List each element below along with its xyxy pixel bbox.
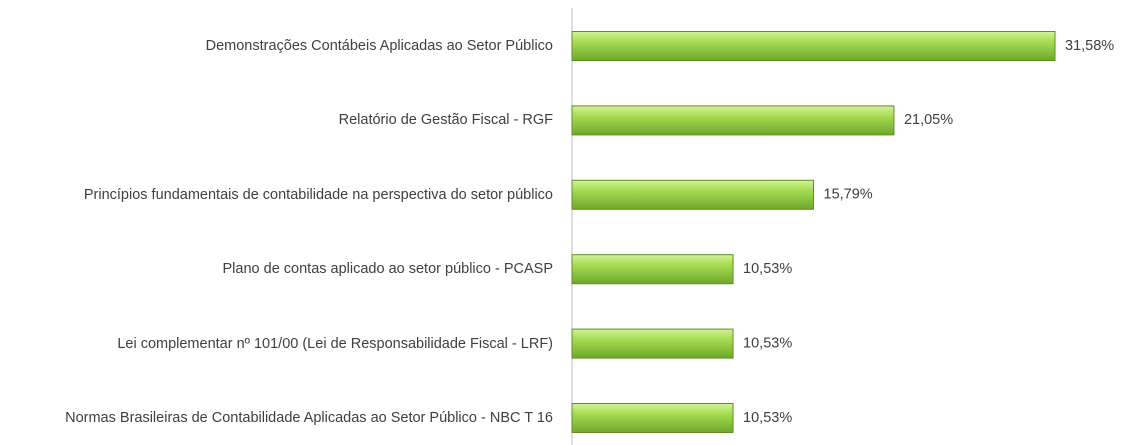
value-label: 10,53% [743,335,792,351]
bar [571,31,1056,61]
bar [571,254,734,285]
category-label: Plano de contas aplicado ao setor públic… [0,239,553,299]
value-label: 31,58% [1065,38,1114,54]
bar [571,179,814,210]
category-text: Lei complementar nº 101/00 (Lei de Respo… [117,335,553,352]
category-text: Plano de contas aplicado ao setor públic… [222,261,553,278]
category-text: Demonstrações Contábeis Aplicadas ao Set… [205,38,553,54]
category-text: Relatório de Gestão Fiscal - RGF [338,112,553,129]
value-label: 10,53% [743,410,792,426]
category-label: Lei complementar nº 101/00 (Lei de Respo… [0,314,553,374]
bar [571,328,734,359]
category-label: Normas Brasileiras de Contabilidade Apli… [0,388,553,445]
category-label: Princípios fundamentais de contabilidade… [0,165,553,225]
category-label: Demonstrações Contábeis Aplicadas ao Set… [0,16,553,76]
value-label: 21,05% [904,112,953,128]
category-label: Relatório de Gestão Fiscal - RGF [0,90,553,150]
value-label: 10,53% [743,261,792,277]
category-text: Normas Brasileiras de Contabilidade Apli… [65,410,553,426]
value-label: 15,79% [824,187,873,203]
category-text: Princípios fundamentais de contabilidade… [83,186,553,203]
bar [571,105,895,136]
bar [571,403,734,433]
